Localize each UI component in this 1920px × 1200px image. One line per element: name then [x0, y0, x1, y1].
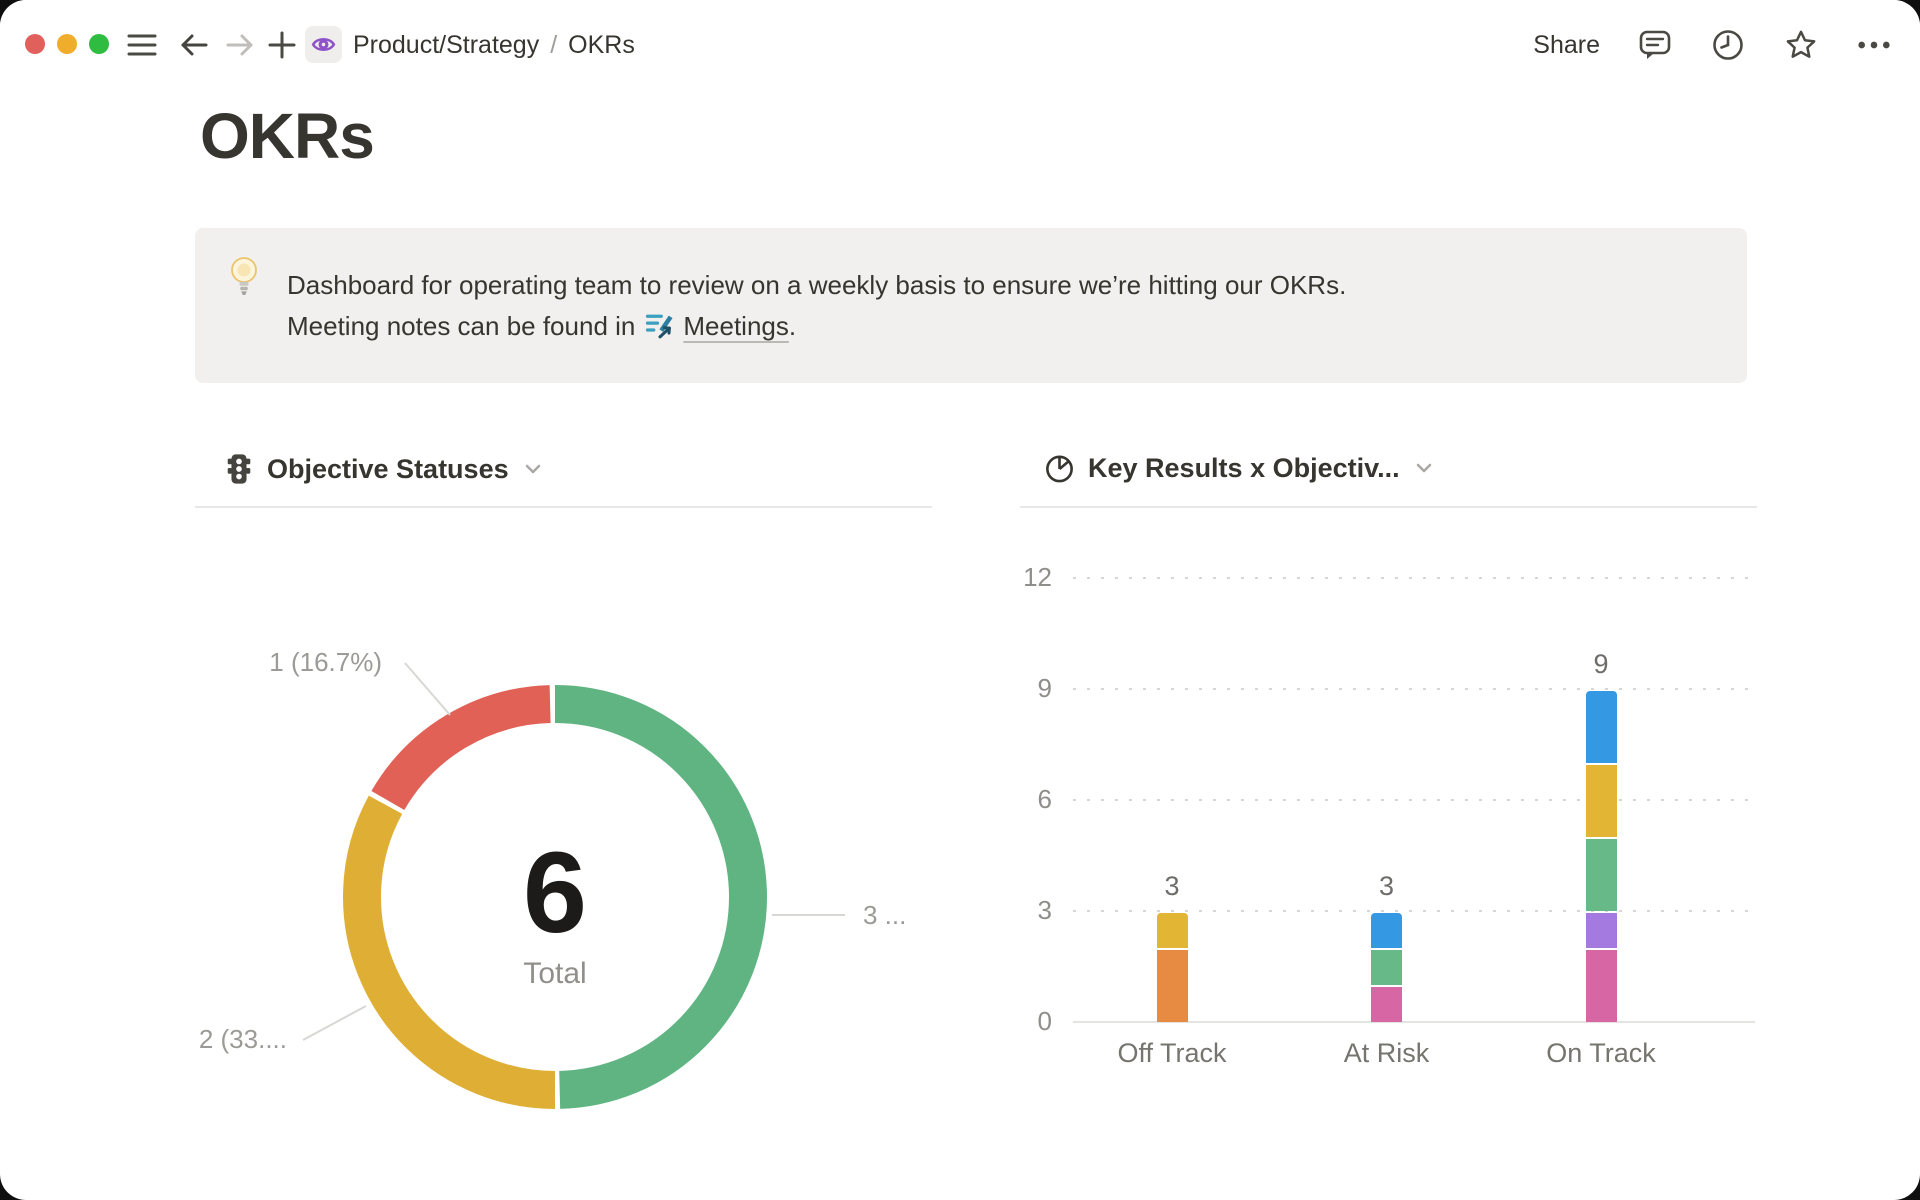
share-button[interactable]: Share: [1533, 30, 1600, 59]
bar-off-track[interactable]: [1156, 913, 1188, 1022]
gridline: [1073, 910, 1755, 912]
breadcrumb-current[interactable]: OKRs: [568, 30, 635, 59]
y-tick-label: 12: [1023, 562, 1052, 592]
donut-slice-2[interactable]: [343, 685, 767, 1109]
bar-segment[interactable]: [1585, 839, 1617, 911]
objective-statuses-view-header[interactable]: Objective Statuses: [223, 451, 545, 487]
donut-label-3: 3 ...: [863, 900, 906, 930]
bar-value-label: 3: [1378, 871, 1395, 901]
lightbulb-icon: [227, 255, 261, 308]
ellipsis-icon: [1858, 41, 1890, 49]
bar-segment[interactable]: [1371, 950, 1402, 985]
donut-slice-3[interactable]: [343, 685, 767, 1109]
minimize-window-button[interactable]: [57, 34, 77, 54]
donut-total-label: Total: [523, 957, 586, 990]
page-title: OKRs: [200, 100, 375, 172]
forward-button[interactable]: [222, 27, 258, 63]
callout: Dashboard for operating team to review o…: [195, 228, 1747, 383]
breadcrumb: Product/Strategy / OKRs: [353, 0, 635, 90]
left-chart-title: Objective Statuses: [267, 453, 509, 484]
callout-line-2-period: .: [788, 311, 797, 341]
close-window-button[interactable]: [25, 34, 45, 54]
pie-chart-icon: [1046, 455, 1073, 483]
gridline: [1073, 799, 1755, 801]
titlebar-actions: Share: [1533, 0, 1892, 90]
chevron-down-icon: [525, 464, 540, 474]
callout-line-1: Dashboard for operating team to review o…: [287, 270, 1347, 300]
zoom-window-button[interactable]: [89, 34, 109, 54]
x-axis-label: Off Track: [1117, 1038, 1227, 1068]
y-tick-label: 9: [1037, 673, 1052, 703]
bar-segment[interactable]: [1585, 913, 1617, 948]
donut-label-2: 2 (33....: [199, 1024, 287, 1054]
bar-segment[interactable]: [1585, 691, 1617, 763]
callout-text: Dashboard for operating team to review o…: [287, 265, 1346, 352]
favorite-button[interactable]: [1783, 27, 1819, 63]
meetings-link[interactable]: Meetings: [683, 311, 789, 341]
titlebar: Product/Strategy / OKRs Share: [0, 0, 1920, 90]
plus-icon: [268, 31, 296, 59]
clock-icon: [1713, 30, 1743, 60]
breadcrumb-parent[interactable]: Product/Strategy: [353, 30, 540, 59]
eye-icon: [311, 37, 336, 52]
bar-value-label: 9: [1593, 649, 1609, 679]
x-axis-line: [1073, 1021, 1755, 1023]
y-tick-label: 0: [1037, 1006, 1052, 1036]
right-chart-divider: [1020, 506, 1757, 508]
callout-line-2-text: Meeting notes can be found in: [287, 311, 636, 341]
forward-arrow-icon: [226, 34, 253, 56]
meeting-notes-page-icon: [645, 310, 675, 352]
y-tick-label: 6: [1037, 784, 1052, 814]
new-tab-button[interactable]: [264, 27, 300, 63]
donut-slice-1[interactable]: [291, 633, 818, 1140]
key-results-bar-chart: 0 3 6 9 12 3 Off Track 3 At Risk 9 On Track: [1020, 520, 1757, 1140]
bar-value-label: 3: [1164, 871, 1180, 901]
bar-segment[interactable]: [1371, 987, 1402, 1022]
donut-label-1: 1 (16.7%): [269, 647, 382, 677]
more-options-button[interactable]: [1856, 27, 1892, 63]
x-axis-label: On Track: [1546, 1038, 1656, 1068]
left-chart-divider: [195, 506, 932, 508]
star-icon: [1786, 30, 1816, 58]
bar-segment[interactable]: [1156, 950, 1188, 1022]
traffic-light-icon: [227, 454, 251, 484]
y-tick-label: 3: [1037, 895, 1052, 925]
bar-segment[interactable]: [1585, 765, 1617, 837]
bar-segment[interactable]: [1585, 950, 1617, 1022]
bar-segment[interactable]: [1156, 913, 1188, 948]
comment-bubble-icon: [1639, 30, 1671, 59]
back-arrow-icon: [181, 34, 208, 56]
bar-segment[interactable]: [1371, 913, 1402, 948]
gridline: [1073, 688, 1755, 690]
gridline: [1073, 577, 1755, 579]
updates-button[interactable]: [1710, 27, 1746, 63]
bar-at-risk[interactable]: [1371, 913, 1402, 1022]
leader-line-2: [302, 1005, 367, 1041]
hamburger-icon: [127, 34, 157, 56]
back-button[interactable]: [176, 27, 212, 63]
bar-on-track[interactable]: [1585, 691, 1617, 1022]
objective-statuses-donut-chart: 1 (16.7%) 2 (33.... 3 ... 6 Total: [195, 520, 932, 1140]
sidebar-menu-button[interactable]: [124, 27, 160, 63]
comments-button[interactable]: [1637, 27, 1673, 63]
key-results-view-header[interactable]: Key Results x Objectiv...: [1043, 451, 1436, 485]
callout-line-2: Meeting notes can be found in Meetings.: [287, 306, 1346, 352]
chevron-down-icon: [1416, 463, 1431, 473]
page-icon: [305, 26, 342, 63]
leader-line-1: [404, 662, 451, 716]
right-chart-title: Key Results x Objectiv...: [1088, 452, 1400, 483]
breadcrumb-separator: /: [550, 30, 558, 59]
x-axis-label: At Risk: [1343, 1038, 1430, 1068]
donut-total-value: 6: [523, 829, 587, 957]
